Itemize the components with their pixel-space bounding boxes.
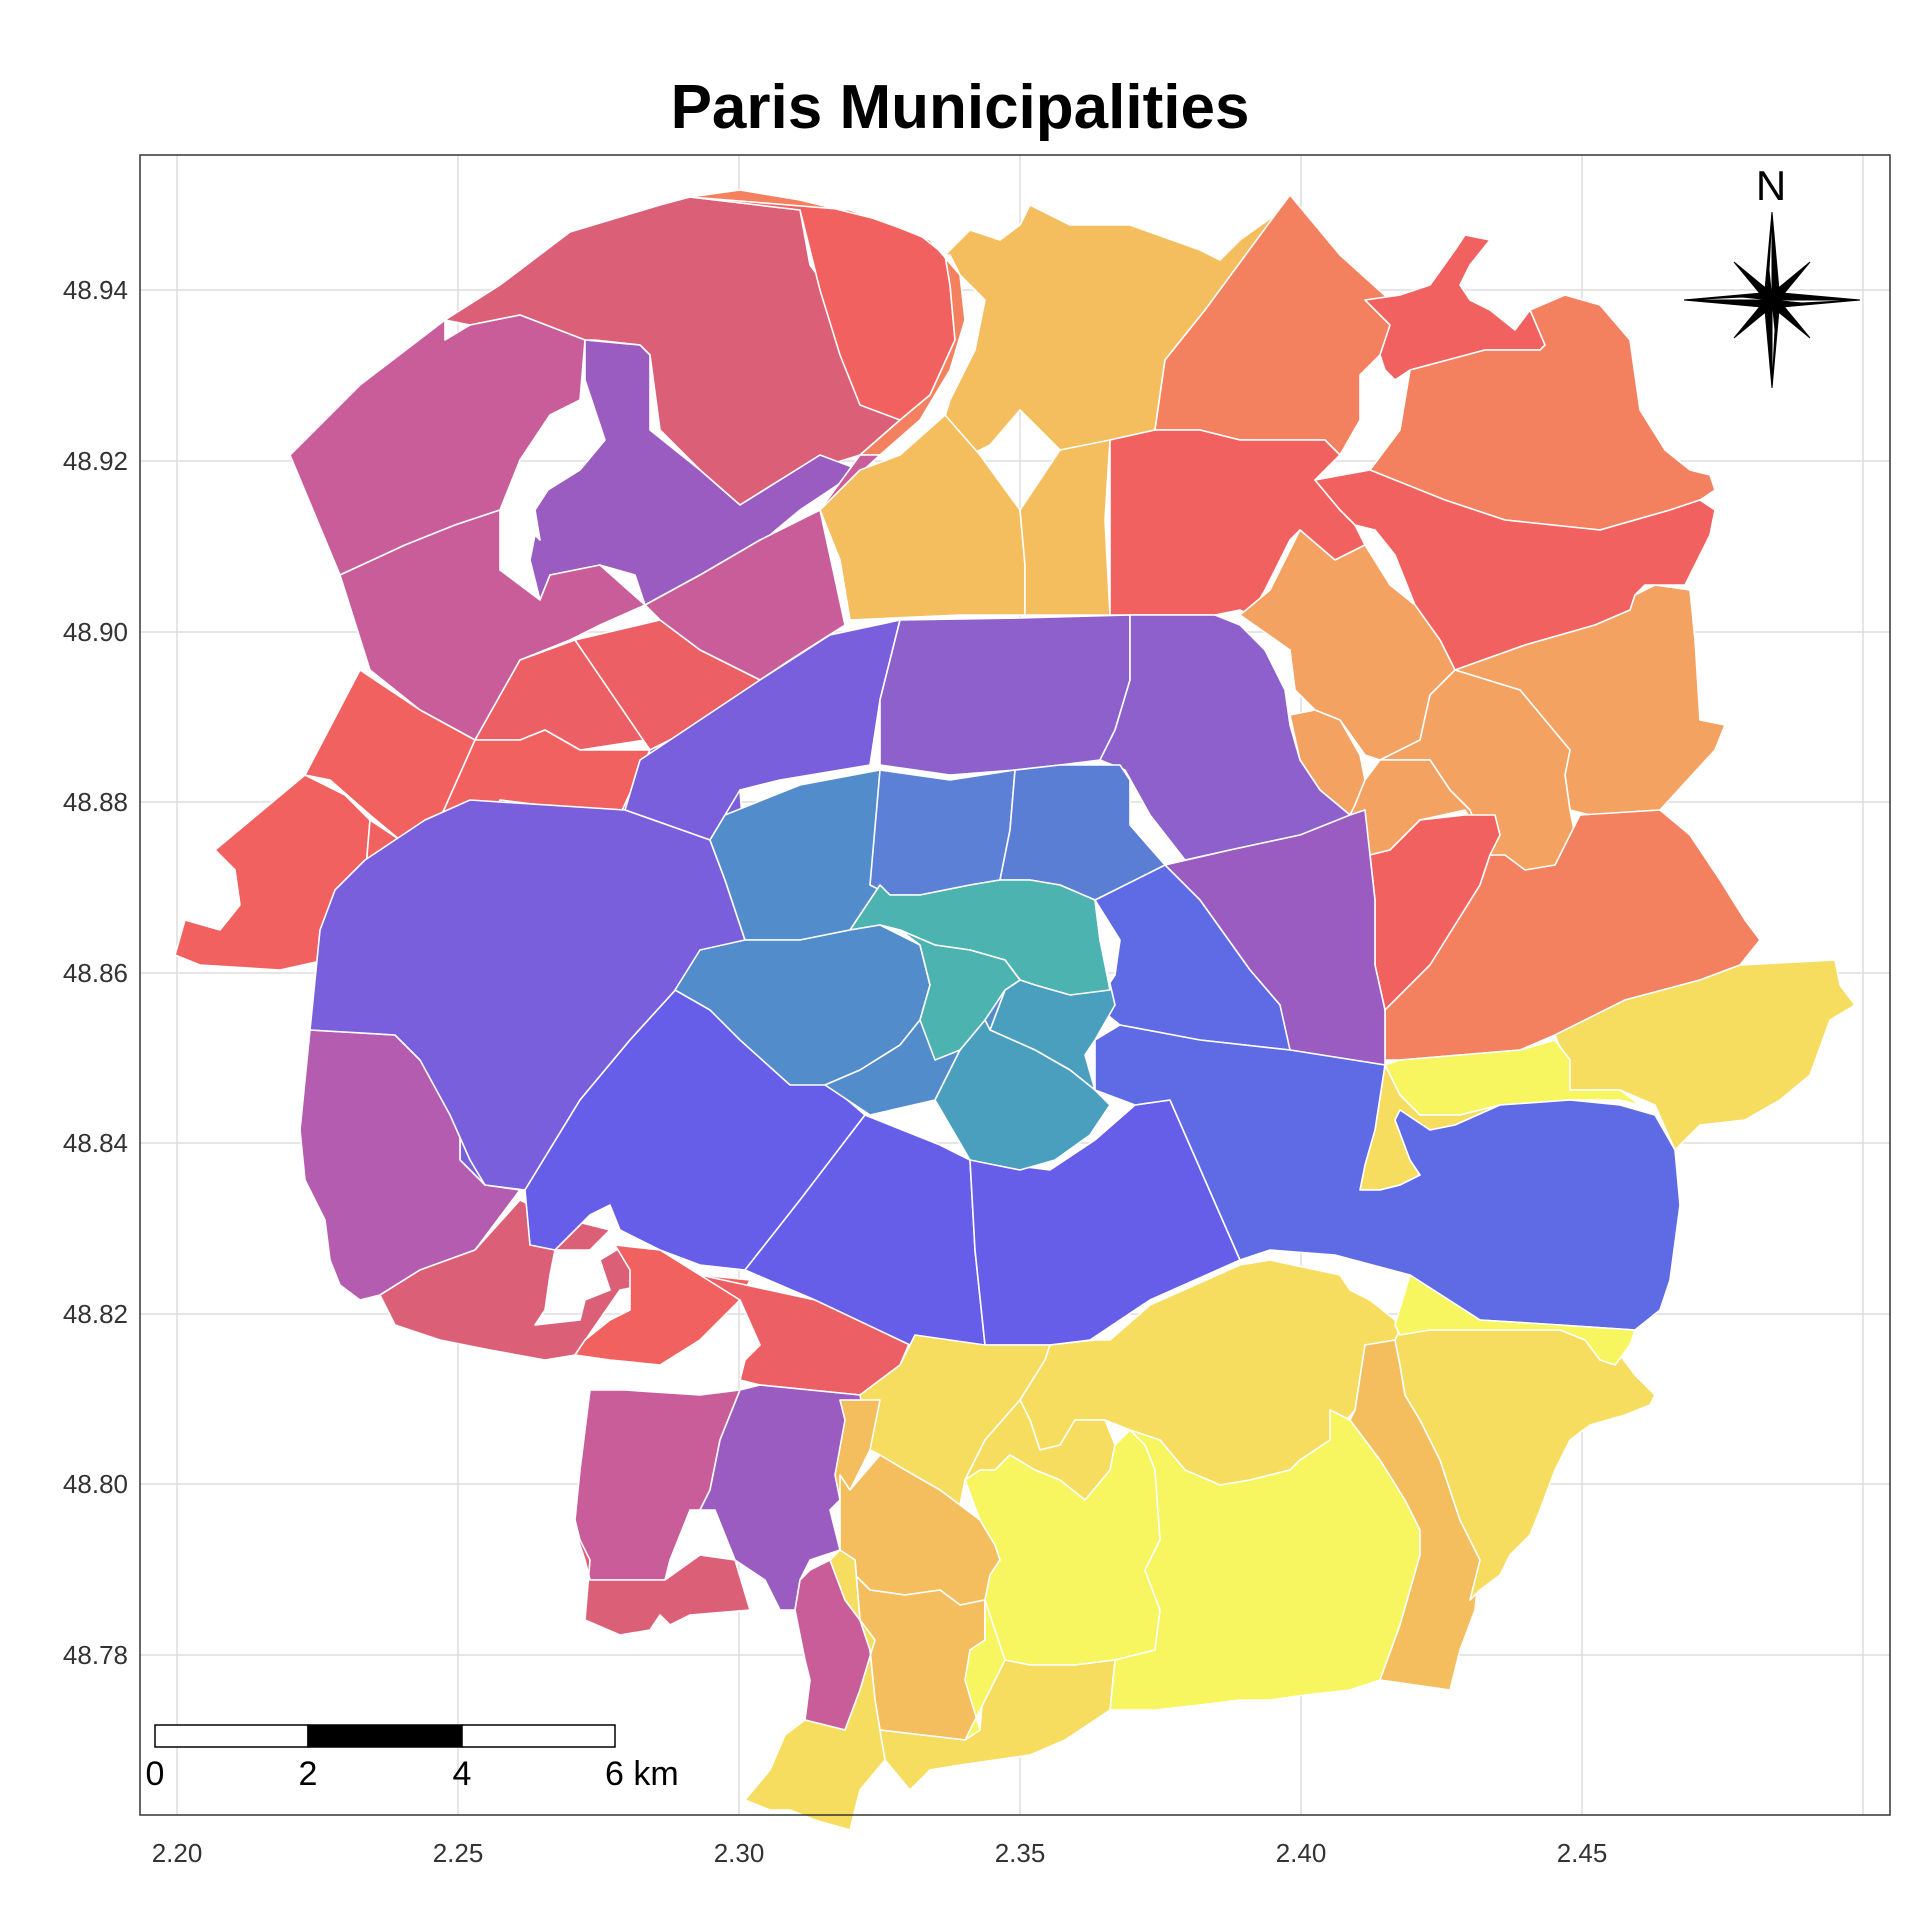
x-tick-label: 2.40: [1276, 1838, 1327, 1868]
region-sw-10: [964, 1599, 1006, 1741]
y-tick-label: 48.90: [63, 617, 128, 647]
y-tick-label: 48.84: [63, 1128, 128, 1158]
y-tick-label: 48.78: [63, 1640, 128, 1670]
north-label: N: [1756, 162, 1786, 209]
x-tick-label: 2.20: [152, 1838, 203, 1868]
map-title: Paris Municipalities: [670, 73, 1250, 142]
region-c-e3: [1094, 1024, 1681, 1331]
x-axis: 2.20 2.25 2.30 2.35 2.40 2.45: [152, 1838, 1608, 1868]
region-sw-2: [574, 1244, 751, 1366]
x-tick-label: 2.30: [714, 1838, 765, 1868]
y-tick-label: 48.80: [63, 1469, 128, 1499]
region-c-n2: [879, 614, 1131, 776]
scale-bar: 0 2 4 6 km: [146, 1724, 679, 1793]
scale-label: 2: [299, 1755, 318, 1793]
map-frame: [139, 154, 1891, 1816]
region-w-4: [174, 774, 371, 971]
region-s-11: [1394, 1274, 1636, 1366]
north-arrow: N: [1683, 162, 1861, 389]
region-c-s2: [969, 1099, 1241, 1346]
y-tick-label: 48.94: [63, 275, 128, 305]
region-i-3: [999, 764, 1166, 901]
y-tick-label: 48.92: [63, 446, 128, 476]
scale-label: 6 km: [605, 1755, 679, 1793]
region-ne-2: [1364, 234, 1546, 381]
region-sw-6: [574, 1529, 751, 1636]
x-tick-label: 2.35: [995, 1838, 1046, 1868]
y-axis: 48.94 48.92 48.90 48.88 48.86 48.84 48.8…: [63, 275, 128, 1670]
scale-label: 4: [453, 1755, 472, 1793]
region-nw-4: [529, 339, 861, 606]
x-tick-label: 2.45: [1557, 1838, 1608, 1868]
scale-label: 0: [146, 1755, 165, 1793]
region-i-2: [869, 769, 1016, 896]
y-tick-label: 48.86: [63, 958, 128, 988]
municipalities: [174, 189, 1856, 1831]
y-tick-label: 48.82: [63, 1299, 128, 1329]
region-n-3: [1019, 439, 1111, 616]
compass-rose-icon: [1683, 211, 1861, 389]
x-tick-label: 2.25: [433, 1838, 484, 1868]
region-sw-8: [744, 1549, 886, 1831]
y-tick-label: 48.88: [63, 787, 128, 817]
region-sw-4: [574, 1389, 741, 1581]
region-i-9: [899, 929, 1021, 1061]
